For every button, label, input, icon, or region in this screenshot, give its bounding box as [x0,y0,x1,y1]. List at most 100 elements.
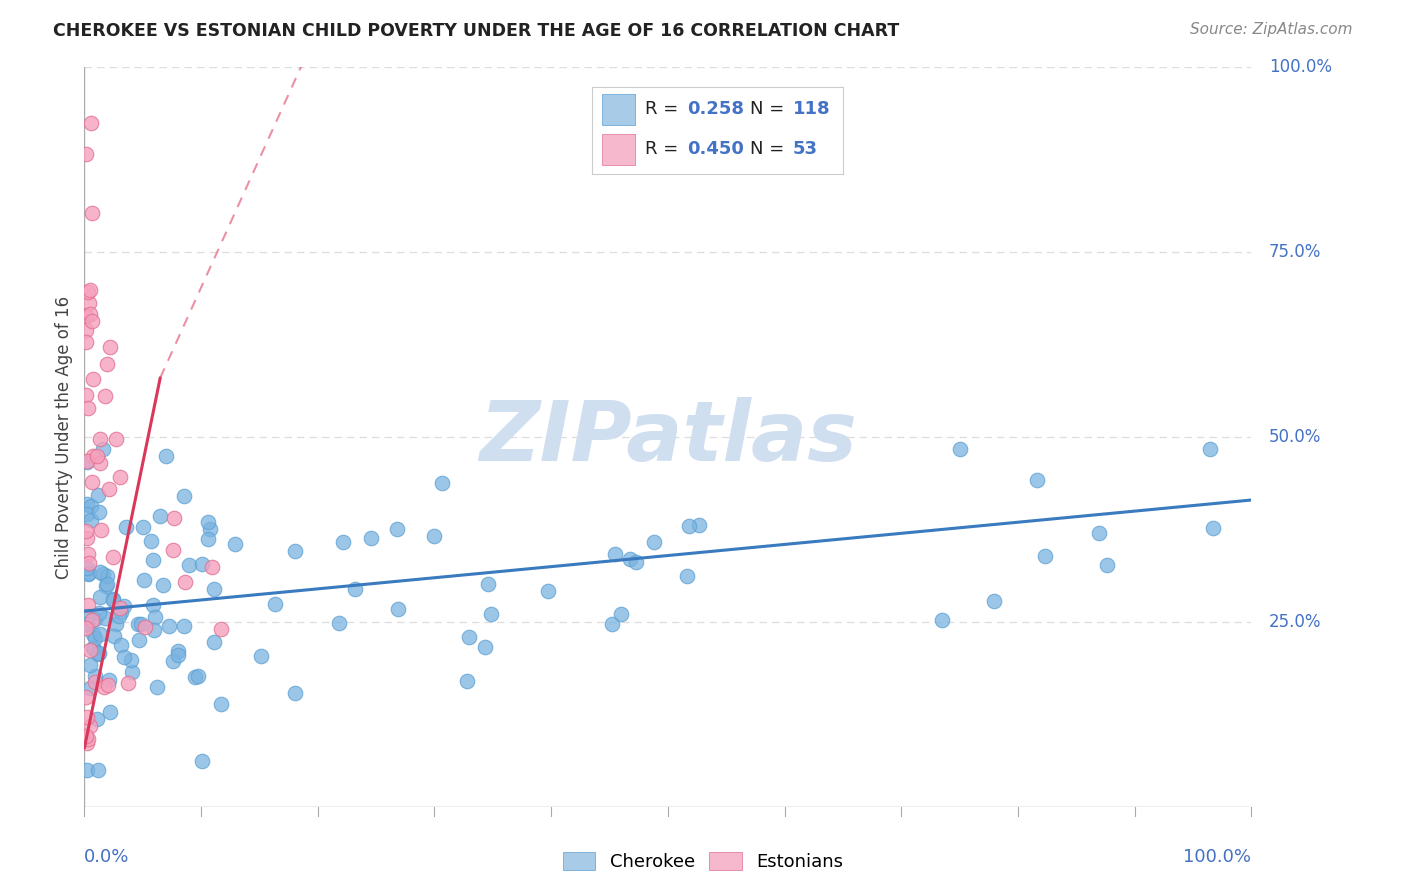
Text: 118: 118 [793,100,831,118]
Point [688,518,710,533]
Point [479,607,502,622]
Point [75,334,97,349]
Point [80,475,103,489]
Point [76,455,98,469]
Point [191,754,214,768]
Point [79,296,101,310]
Text: R =: R = [645,140,683,158]
Point [76,608,98,623]
Point [110,605,132,619]
Point [202,635,225,649]
Point [89,606,111,620]
Point [79,657,101,672]
Point [108,609,131,624]
Point [84,669,107,683]
Point [103,549,125,564]
Point [163,511,186,525]
Point [201,559,224,574]
Point [115,520,138,534]
Point [143,623,166,637]
Point [430,475,453,490]
Point [96,579,118,593]
Point [101,592,124,607]
Legend: Cherokee, Estonians: Cherokee, Estonians [555,845,851,879]
Point [1202,521,1225,535]
Point [610,607,633,622]
Point [127,616,149,631]
Point [75,388,97,402]
Point [89,456,111,470]
Text: 75.0%: 75.0% [1268,243,1322,261]
Point [98,705,121,719]
Point [162,654,184,668]
Point [166,648,188,662]
Point [77,566,100,580]
Point [456,673,478,688]
Point [600,616,623,631]
Point [1088,525,1111,540]
Point [157,619,180,633]
Point [80,499,103,513]
Text: 100.0%: 100.0% [1184,848,1251,866]
Point [1025,473,1047,487]
Point [77,285,100,299]
Point [84,612,107,626]
Point [77,556,100,570]
Text: 0.450: 0.450 [688,140,744,158]
Point [77,547,100,561]
Point [97,673,120,687]
Point [146,680,169,694]
Point [79,283,101,297]
Point [284,686,307,700]
Point [1033,549,1056,563]
Point [197,516,219,530]
Point [75,690,97,704]
Point [91,566,114,581]
Point [360,532,382,546]
Point [167,644,190,658]
Point [149,509,172,524]
Point [108,600,131,615]
Point [931,613,953,627]
Point [224,537,246,551]
Point [173,490,195,504]
Point [121,665,143,680]
Point [198,522,221,536]
Text: Source: ZipAtlas.com: Source: ZipAtlas.com [1189,22,1353,37]
Point [155,449,177,463]
Point [96,576,118,591]
Text: 25.0%: 25.0% [1268,613,1322,632]
Text: 0.258: 0.258 [688,100,744,118]
Point [76,497,98,511]
Point [96,569,118,583]
Point [112,649,135,664]
Point [79,642,101,657]
Text: CHEROKEE VS ESTONIAN CHILD POVERTY UNDER THE AGE OF 16 CORRELATION CHART: CHEROKEE VS ESTONIAN CHILD POVERTY UNDER… [53,22,900,40]
Point [120,653,142,667]
Point [76,401,98,416]
Point [82,371,104,385]
Point [75,524,97,538]
Point [179,558,201,572]
Point [89,627,111,641]
Point [84,674,107,689]
Point [82,314,104,328]
Point [79,681,101,695]
Point [97,678,120,692]
Point [94,610,117,624]
Point [605,547,627,561]
Point [132,573,155,587]
Point [1199,442,1222,456]
Point [75,729,97,743]
Point [76,736,98,750]
Point [457,630,479,644]
Text: N =: N = [749,100,790,118]
Point [90,523,112,537]
Point [87,505,110,519]
Point [76,617,98,632]
Point [110,638,132,652]
Point [86,713,108,727]
Point [105,433,128,447]
Point [76,566,98,581]
Point [983,594,1005,608]
